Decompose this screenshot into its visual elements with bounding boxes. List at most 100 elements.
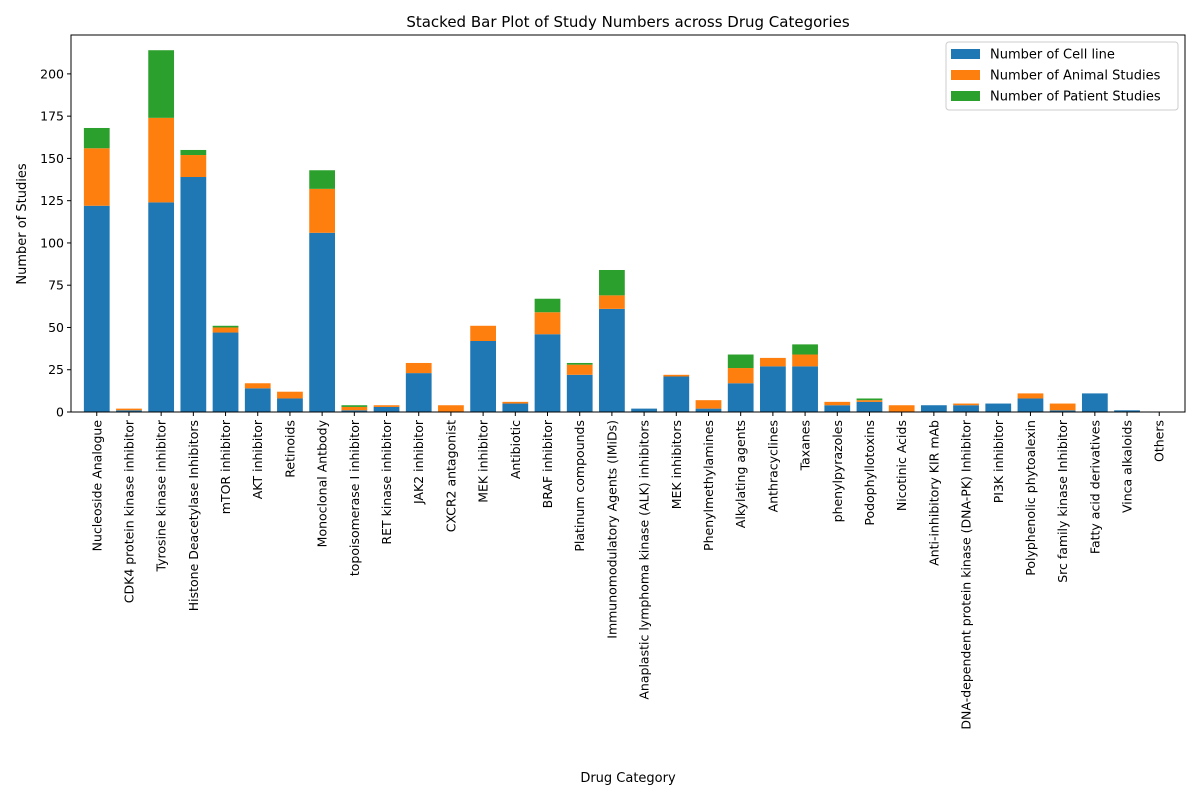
bar-segment: [824, 401, 851, 406]
bar-segment: [727, 368, 754, 384]
bar-segment: [599, 269, 625, 296]
bar-segment: [438, 405, 464, 412]
legend: Number of Cell line Number of Animal Stud…: [945, 41, 1179, 111]
legend-swatch: [951, 91, 980, 101]
x-tick-label: Monoclonal Antbody: [315, 419, 330, 547]
x-tick-label: DNA-dependent protein kinase (DNA-PK) In…: [959, 419, 974, 729]
bar-segment: [792, 344, 818, 355]
x-tick-label: mTOR inhibitor: [218, 419, 233, 514]
x-tick-label: Immunomodulatory Agents (IMiDs): [604, 420, 619, 639]
x-tick-label: Anthracyclines: [765, 420, 780, 512]
x-tick-label: Fatty acid derivatives: [1087, 420, 1102, 554]
bar-segment: [792, 366, 818, 412]
bar-segment: [1081, 393, 1108, 412]
bar-segment: [405, 373, 432, 412]
bar-segment: [83, 148, 110, 206]
bar-segment: [83, 127, 110, 149]
bars-layer: [83, 50, 1140, 412]
bar-segment: [631, 408, 657, 412]
bar-segment: [534, 334, 561, 412]
x-tick-label: Histone Deacetylase Inhibitors: [186, 420, 201, 611]
bar-segment: [566, 362, 593, 365]
bar-segment: [1049, 403, 1076, 411]
bar-segment: [695, 400, 722, 409]
bar-segment: [1114, 410, 1140, 412]
bar-segment: [792, 354, 818, 367]
bar-segment: [1049, 410, 1076, 412]
bar-segment: [1017, 398, 1044, 412]
y-tick-label: 100: [40, 235, 64, 250]
bar-segment: [599, 308, 625, 412]
x-tick-label: Nucleoside Analogue: [89, 420, 104, 552]
bar-segment: [1017, 393, 1044, 399]
bar-segment: [277, 391, 303, 399]
bar-segment: [212, 325, 239, 328]
x-tick-label: Vinca alkaloids: [1120, 420, 1135, 513]
y-tick-label: 150: [40, 151, 64, 166]
x-tick-label: Others: [1152, 420, 1167, 462]
x-tick-label: Polyphenolic phytoalexin: [1023, 420, 1038, 576]
x-tick-label: JAK2 inhibitor: [411, 419, 426, 505]
x-tick-label: CDK4 protein kinase inhibitor: [121, 419, 136, 603]
legend-frame: [945, 41, 1179, 111]
x-tick-label: MEK inhibitor: [476, 419, 491, 503]
x-tick-label: Src family kinase Inhibitor: [1055, 419, 1070, 583]
legend-label: Number of Animal Studies: [990, 69, 1161, 84]
x-tick-label: RET kinase inhibitor: [379, 419, 394, 544]
y-tick-label: 25: [48, 362, 64, 377]
axes-layer: 0 25 50 75 100 125 150 175 200 Nucleoside Analogu…: [40, 34, 1186, 730]
bar-segment: [856, 401, 883, 412]
bar-segment: [244, 383, 271, 389]
bar-segment: [470, 325, 496, 341]
bar-segment: [663, 376, 690, 412]
legend-label: Number of Cell line: [990, 48, 1115, 63]
bar-segment: [695, 408, 722, 412]
y-tick-label: 175: [40, 109, 64, 124]
bar-segment: [373, 405, 400, 407]
bar-segment: [663, 374, 690, 377]
y-tick-label: 75: [48, 278, 64, 293]
bar-segment: [566, 364, 593, 375]
legend-label: Number of Patient Studies: [990, 90, 1161, 105]
y-axis-label: Number of Studies: [15, 163, 30, 284]
x-tick-label: Retinoids: [282, 420, 297, 478]
bar-segment: [920, 405, 947, 412]
bar-segment: [760, 366, 786, 412]
x-tick-label: Phenylmethylamines: [701, 420, 716, 551]
bar-segment: [534, 298, 561, 313]
x-tick-label: phenylpyrazoles: [830, 420, 845, 522]
legend-swatch: [951, 70, 980, 80]
plot-frame: [70, 34, 1186, 413]
bar-segment: [760, 357, 786, 367]
bar-segment: [341, 406, 368, 411]
bar-segment: [341, 405, 368, 407]
bar-segment: [212, 327, 239, 333]
x-tick-label: Taxanes: [798, 420, 813, 471]
bar-segment: [148, 117, 175, 203]
bar-segment: [566, 374, 593, 412]
bar-segment: [83, 205, 110, 412]
x-tick-label: CXCR2 antagonist: [443, 420, 458, 532]
bar-segment: [212, 332, 239, 412]
chart-title: Stacked Bar Plot of Study Numbers across…: [406, 13, 850, 31]
bar-segment: [824, 405, 851, 412]
x-tick-label: Tyrosine kinase inhibitor: [154, 419, 169, 572]
y-tick-label: 200: [40, 66, 64, 81]
x-tick-label: Platinum compounds: [572, 420, 587, 552]
x-tick-label: Alkylating agents: [733, 420, 748, 528]
bar-segment: [148, 50, 175, 118]
x-tick-label: topoisomerase I inhibitor: [347, 419, 362, 576]
bar-segment: [373, 406, 400, 412]
bar-segment: [405, 362, 432, 374]
bar-segment: [502, 401, 529, 404]
y-tick-label: 125: [40, 193, 64, 208]
bar-segment: [888, 405, 915, 412]
bar-segment: [341, 410, 368, 412]
bar-segment: [856, 398, 883, 401]
bar-segment: [180, 177, 207, 412]
x-axis-label: Drug Category: [580, 771, 676, 786]
x-tick-label: Anaplastic lymphoma kinase (ALK) inhibit…: [637, 420, 652, 700]
bar-segment: [534, 312, 561, 335]
